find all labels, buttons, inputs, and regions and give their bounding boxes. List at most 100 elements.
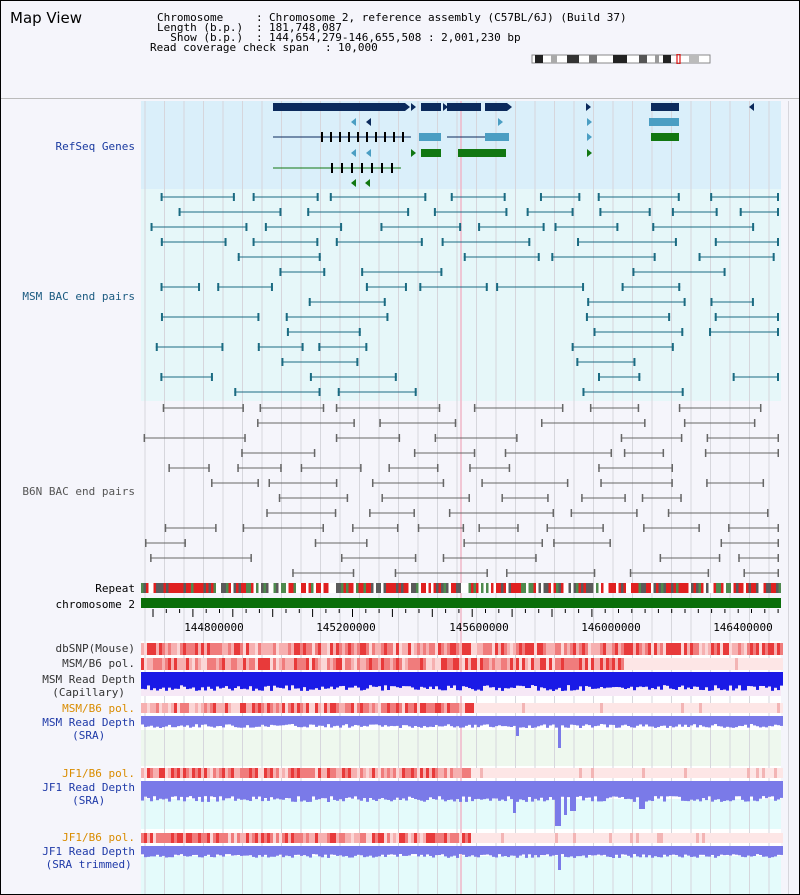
heat-cell bbox=[606, 768, 609, 778]
repeat-segment bbox=[528, 583, 531, 593]
depth-bar bbox=[312, 781, 315, 797]
track-label-msm-depth-sra[interactable]: MSM Read Depth (SRA) bbox=[42, 716, 135, 742]
heat-cell bbox=[519, 643, 522, 655]
bac-end bbox=[668, 313, 671, 321]
heat-cell bbox=[777, 833, 780, 843]
depth-bar bbox=[576, 781, 579, 797]
depth-bar bbox=[618, 716, 621, 728]
depth-bar bbox=[183, 672, 186, 687]
depth-bar bbox=[780, 846, 783, 855]
depth-bar bbox=[621, 716, 624, 726]
track-label-dbsnp[interactable]: dbSNP(Mouse) bbox=[55, 642, 135, 655]
depth-bar bbox=[207, 672, 210, 687]
heat-cell bbox=[279, 658, 282, 670]
depth-bar bbox=[624, 781, 627, 800]
depth-bar bbox=[159, 672, 162, 689]
bac-end bbox=[706, 434, 709, 442]
bac-end bbox=[704, 449, 707, 457]
depth-bar bbox=[324, 716, 327, 728]
heat-cell bbox=[474, 643, 477, 655]
heat-cell bbox=[552, 703, 555, 713]
heat-cell bbox=[645, 658, 648, 670]
track-label-jf1-b6-pol-2[interactable]: JF1/B6 pol. bbox=[62, 831, 135, 844]
depth-bar bbox=[693, 781, 696, 801]
depth-bar bbox=[762, 716, 765, 727]
track-label-msm-b6-pol[interactable]: MSM/B6 pol. bbox=[62, 657, 135, 670]
depth-bar bbox=[450, 846, 453, 857]
bac-end bbox=[266, 509, 268, 517]
heat-cell bbox=[609, 643, 612, 655]
track-label-jf1-depth-sra[interactable]: JF1 Read Depth (SRA) bbox=[42, 781, 135, 807]
bac-end bbox=[621, 283, 624, 291]
heat-cell bbox=[720, 833, 723, 843]
heat-cell bbox=[519, 833, 522, 843]
heat-cell bbox=[603, 643, 606, 655]
heat-cell bbox=[738, 658, 741, 670]
depth-bar bbox=[462, 846, 465, 855]
heat-cell bbox=[405, 768, 408, 778]
track-label-b6n-bac[interactable]: B6N BAC end pairs bbox=[22, 485, 135, 498]
heat-cell bbox=[159, 658, 162, 670]
bac-end bbox=[369, 509, 371, 517]
track-label-repeat[interactable]: Repeat bbox=[95, 582, 135, 595]
repeat-segment bbox=[273, 583, 276, 593]
heat-cell bbox=[384, 833, 387, 843]
heat-cell bbox=[555, 768, 558, 778]
heat-cell bbox=[390, 643, 393, 655]
heat-cell bbox=[729, 658, 732, 670]
heat-cell bbox=[537, 658, 540, 670]
track-label-jf1-b6-pol[interactable]: JF1/B6 pol. bbox=[62, 767, 135, 780]
track-label-refseq[interactable]: RefSeq Genes bbox=[55, 140, 135, 153]
heat-cell bbox=[573, 643, 576, 655]
depth-bar bbox=[567, 781, 570, 798]
strand-arrow bbox=[587, 149, 592, 157]
depth-bar bbox=[228, 846, 231, 855]
track-label-msm-bac[interactable]: MSM BAC end pairs bbox=[22, 290, 135, 303]
heat-cell bbox=[216, 643, 219, 655]
depth-bar bbox=[549, 716, 552, 726]
gene-block bbox=[273, 103, 405, 111]
depth-bar bbox=[705, 716, 708, 728]
repeat-segment bbox=[748, 583, 751, 593]
depth-bar bbox=[525, 672, 528, 688]
strand-arrow bbox=[351, 179, 356, 187]
depth-bar bbox=[237, 846, 240, 855]
heat-cell bbox=[267, 643, 270, 655]
depth-bar bbox=[747, 716, 750, 728]
depth-bar bbox=[177, 781, 180, 801]
depth-bar bbox=[480, 846, 483, 855]
heat-cell bbox=[414, 703, 417, 713]
depth-bar bbox=[594, 781, 597, 797]
bac-end bbox=[436, 464, 439, 472]
depth-bar bbox=[630, 672, 633, 687]
heat-cell bbox=[429, 658, 432, 670]
heat-cell bbox=[486, 643, 489, 655]
heat-cell bbox=[651, 703, 654, 713]
heat-cell bbox=[489, 833, 492, 843]
heat-cell bbox=[408, 833, 411, 843]
track-label-msm-b6-pol-2[interactable]: MSM/B6 pol. bbox=[62, 702, 135, 715]
heat-cell bbox=[525, 643, 528, 655]
heat-cell bbox=[438, 658, 441, 670]
track-label-jf1-depth-trimmed[interactable]: JF1 Read Depth (SRA trimmed) bbox=[42, 845, 135, 871]
repeat-segment bbox=[668, 583, 671, 593]
depth-bar bbox=[267, 846, 270, 858]
heat-cell bbox=[270, 703, 273, 713]
heat-cell bbox=[345, 768, 348, 778]
heat-cell bbox=[234, 768, 237, 778]
heat-cell bbox=[261, 768, 264, 778]
track-label-msm-depth-capillary[interactable]: MSM Read Depth (Capillary) bbox=[42, 673, 135, 699]
heat-cell bbox=[627, 643, 630, 655]
heat-cell bbox=[297, 703, 300, 713]
depth-bar bbox=[465, 672, 468, 687]
heat-cell bbox=[276, 703, 279, 713]
heat-cell bbox=[474, 833, 477, 843]
heat-cell bbox=[780, 643, 783, 655]
repeat-segment bbox=[298, 583, 301, 593]
bac-end bbox=[648, 208, 651, 216]
heat-cell bbox=[765, 658, 768, 670]
bac-end bbox=[371, 479, 374, 487]
chromosome-ideogram[interactable] bbox=[531, 54, 711, 64]
repeat-segment bbox=[333, 583, 336, 593]
depth-bar bbox=[258, 672, 261, 691]
